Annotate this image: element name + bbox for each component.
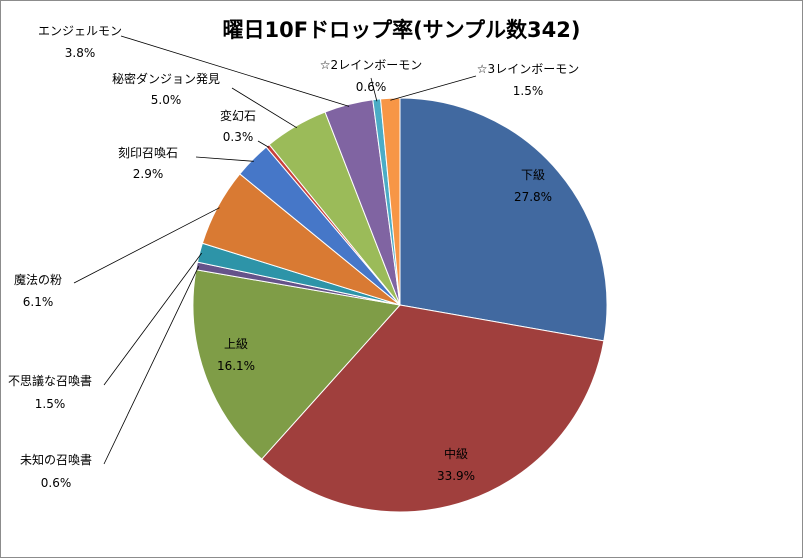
slice-7-category-label: 刻印召喚石 <box>118 146 178 160</box>
slice-9-leader-line <box>231 87 298 129</box>
slice-11-percent-label: 0.6% <box>356 80 387 94</box>
slice-12-percent-label: 1.5% <box>513 84 544 98</box>
slice-2 <box>261 304 605 513</box>
slice-12-leader-line <box>390 75 477 101</box>
slice-1-percent-label: 27.8% <box>514 190 552 204</box>
slice-4-leader-line <box>103 266 200 465</box>
slice-11-category-label: ☆2レインボーモン <box>320 58 422 72</box>
slice-4-category-label: 未知の召喚書 <box>20 453 92 467</box>
slice-7-percent-label: 2.9% <box>133 167 164 181</box>
slice-10-category-label: エンジェルモン <box>38 24 122 38</box>
slice-2-percent-label: 33.9% <box>437 469 475 483</box>
slice-2-category-label: 中級 <box>444 446 468 461</box>
slice-6-category-label: 魔法の粉 <box>14 272 62 287</box>
slice-8-percent-label: 0.3% <box>223 130 254 144</box>
slice-3 <box>192 269 401 460</box>
slice-9-category-label: 秘密ダンジョン発見 <box>112 71 220 86</box>
slice-5-percent-label: 1.5% <box>35 397 66 411</box>
slice-10-percent-label: 3.8% <box>65 46 96 60</box>
slice-6-percent-label: 6.1% <box>23 295 54 309</box>
slice-3-percent-label: 16.1% <box>217 359 255 373</box>
slice-8-category-label: 変幻石 <box>220 108 256 123</box>
slice-5-category-label: 不思議な召喚書 <box>8 374 92 388</box>
slice-6-leader-line <box>73 207 220 284</box>
slice-8-leader-line <box>257 140 270 148</box>
slice-10-leader-line <box>120 35 350 107</box>
slice-1-category-label: 下級 <box>521 168 545 182</box>
slice-1 <box>399 97 608 342</box>
slice-7-leader-line <box>195 156 254 162</box>
slice-12-category-label: ☆3レインボーモン <box>477 62 579 76</box>
slice-4-percent-label: 0.6% <box>41 476 72 490</box>
slice-5-leader-line <box>103 252 203 386</box>
slice-9-percent-label: 5.0% <box>151 93 182 107</box>
slice-3-category-label: 上級 <box>224 337 248 351</box>
slice-11-leader-line <box>370 77 378 102</box>
slice-12 <box>379 97 401 306</box>
chart-title: 曜日10Fドロップ率(サンプル数342) <box>222 18 581 42</box>
